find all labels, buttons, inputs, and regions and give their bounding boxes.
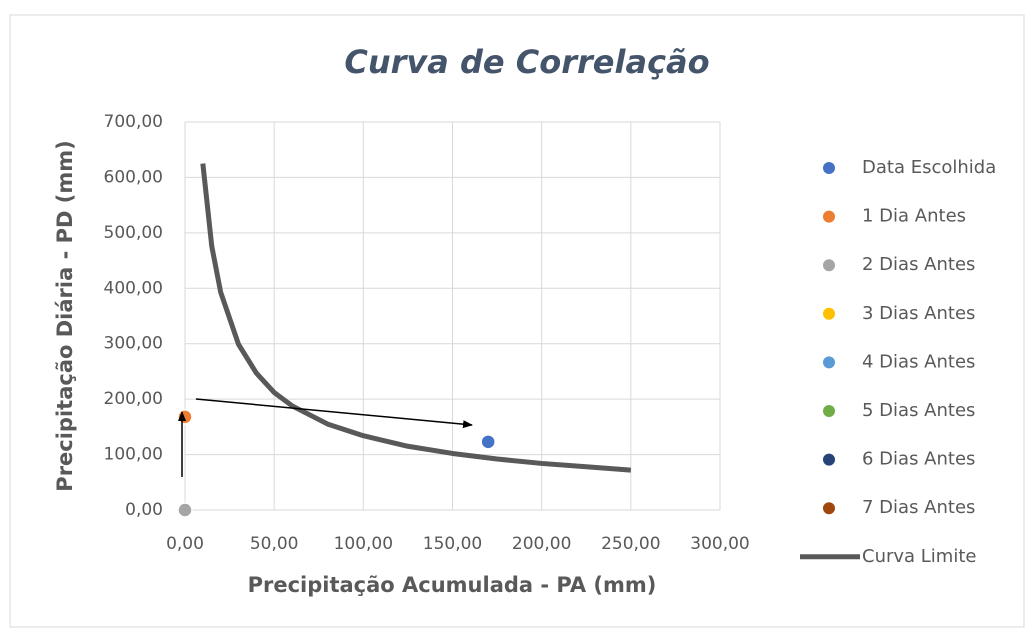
x-axis-label: Precipitação Acumulada - PA (mm) — [248, 573, 657, 597]
legend-swatch — [823, 162, 835, 174]
y-tick-label: 200,00 — [104, 389, 163, 409]
legend-label: 6 Dias Antes — [862, 449, 975, 470]
chart-title: Curva de Correlação — [344, 43, 709, 81]
legend-label: 5 Dias Antes — [862, 400, 975, 421]
x-tick-label: 250,00 — [601, 534, 660, 554]
annotation-arrow — [195, 398, 473, 429]
legend-swatch — [823, 356, 835, 369]
legend-label: 1 Dia Antes — [862, 206, 966, 227]
x-tick-label: 200,00 — [512, 534, 571, 554]
y-tick-label: 0,00 — [125, 500, 163, 520]
legend-swatch — [823, 210, 835, 223]
curve — [200, 163, 632, 473]
legend-swatch — [823, 453, 835, 466]
x-tick-label: 0,00 — [166, 534, 204, 554]
y-tick-label: 300,00 — [104, 334, 163, 354]
legend-label: Curva Limite — [862, 546, 976, 567]
plot-area: 0,00 100,00 200,00 300,00 400,00 500,00 600,00… — [104, 112, 750, 554]
point — [177, 502, 193, 518]
y-tick-label: 400,00 — [104, 278, 163, 298]
legend-swatch — [823, 405, 835, 417]
x-tick-label: 50,00 — [250, 534, 299, 554]
y-tick-label: 100,00 — [104, 445, 163, 465]
chart-border — [9, 14, 1025, 628]
legend-swatch — [823, 307, 835, 320]
x-tick-label: 300,00 — [690, 534, 749, 554]
legend-label: 4 Dias Antes — [862, 351, 975, 372]
x-tick-label: 100,00 — [334, 534, 393, 554]
point — [480, 434, 496, 450]
legend-swatch — [823, 259, 835, 272]
legend-swatch — [823, 502, 835, 515]
x-tick-label: 150,00 — [423, 534, 482, 554]
legend-label: Data Escolhida — [862, 157, 996, 178]
legend-label: 7 Dias Antes — [862, 497, 975, 518]
y-tick-label: 700,00 — [104, 112, 163, 132]
y-tick-label: 600,00 — [104, 167, 163, 187]
legend-label: 3 Dias Antes — [862, 303, 975, 324]
point — [177, 409, 193, 425]
y-axis-label: Precipitação Diária - PD (mm) — [53, 140, 77, 491]
y-tick-label: 500,00 — [104, 223, 163, 243]
legend-label: 2 Dias Antes — [862, 254, 975, 275]
